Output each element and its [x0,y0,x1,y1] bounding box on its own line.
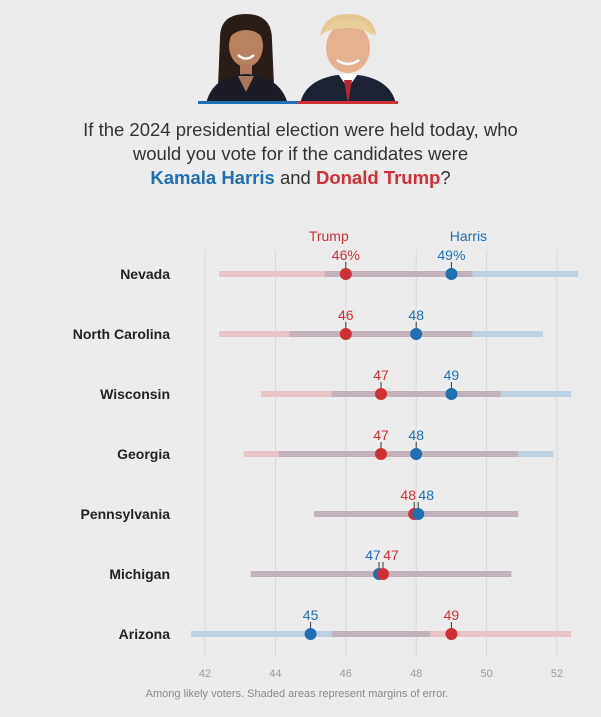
x-tick-label: 44 [269,668,281,680]
overlap-margin-band [324,271,473,277]
trump-value-label: 46 [338,307,354,323]
x-tick-label: 42 [199,668,211,680]
trump-dot [445,628,458,640]
state-label: Georgia [117,446,170,462]
trump-name: Donald Trump [315,167,441,188]
trump-value-label: 47 [373,367,389,383]
harris-dot [410,328,423,340]
overlap-margin-band [278,451,519,457]
overlap-margin-band [331,391,501,397]
x-tick-label: 46 [340,668,352,680]
question-line-1: If the 2024 presidential election were h… [83,119,518,140]
harris-dot [445,268,458,280]
trump-dot [375,388,387,400]
question-mark: ? [440,167,451,188]
state-label: Michigan [109,566,170,582]
trump-value-label: 48 [400,487,416,503]
legend-trump: Trump [309,228,349,244]
overlap-margin-band [289,331,473,337]
trump-dot [375,448,387,460]
harris-value-label: 45 [303,607,319,623]
trump-value-label: 46% [332,247,360,263]
state-label: Nevada [120,266,170,282]
state-label: Arizona [119,626,171,642]
harris-value-label: 49 [444,367,460,383]
trump-dot [339,328,352,340]
trump-value-label: 47 [383,547,399,563]
question-line-2: would you vote for if the candidates wer… [132,143,469,164]
trump-value-label: 47 [373,427,389,443]
harris-value-label: 49% [437,247,465,263]
trump-portrait [300,14,396,104]
question-heading: If the 2024 presidential election were h… [0,118,601,190]
footnote: Among likely voters. Shaded areas repres… [145,688,449,700]
harris-dot [410,448,423,460]
harris-dot [304,628,317,640]
state-label: North Carolina [73,326,170,342]
overlap-margin-band [331,631,431,637]
harris-name: Kamala Harris [150,167,275,188]
and-word: and [279,167,311,188]
harris-value-label: 47 [365,547,381,563]
x-tick-label: 48 [410,668,422,680]
harris-value-label: 48 [408,307,424,323]
trump-value-label: 49 [444,607,460,623]
harris-value-label: 48 [408,427,424,443]
question-line-3: Kamala Harris and Donald Trump? [0,166,601,190]
candidate-portraits [198,14,398,104]
harris-underline [198,101,298,104]
harris-dot [445,388,458,400]
x-tick-label: 50 [480,668,492,680]
x-tick-label: 52 [551,668,563,680]
trump-underline [298,101,398,104]
harris-dot [412,508,425,520]
harris-value-label: 48 [418,487,434,503]
trump-dot [339,268,352,280]
state-label: Pennsylvania [81,506,171,522]
legend-harris: Harris [450,228,487,244]
state-label: Wisconsin [100,386,170,402]
harris-portrait [206,14,288,104]
trump-dot [377,568,389,580]
